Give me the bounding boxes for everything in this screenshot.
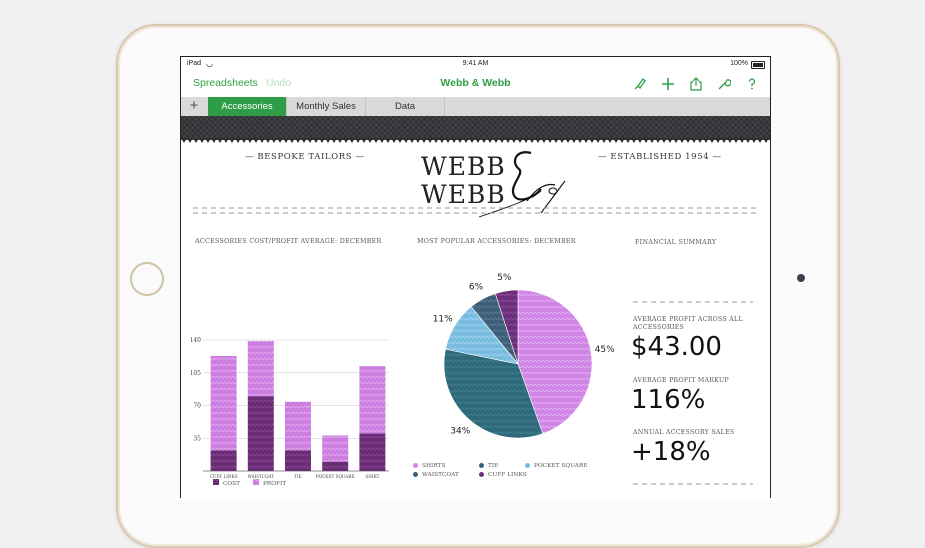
popular-accessories-pie-chart: 45% 34% 11% 6% 5%: [433, 273, 615, 439]
undo-button[interactable]: Undo: [266, 77, 292, 89]
header-established: — ESTABLISHED 1954 —: [598, 152, 722, 162]
legend-item-waistcoat: WAISTCOAT: [413, 472, 459, 478]
cost-profit-bar-chart: 35 70 105 140 CUFF LINKS WAISTCOAT TIE POCKET …: [191, 337, 389, 479]
bar-category-label: CUFF LINKS: [210, 474, 238, 479]
logo-line-1: WEBB: [421, 152, 506, 181]
pie-slice-label: 5%: [497, 273, 512, 283]
bar-category-label: POCKET SQUARE: [316, 474, 355, 479]
screen: iPad ◡ 9:41 AM 100% Spreadsheets Undo We…: [180, 56, 771, 498]
bar-chart-title: ACCESSORIES COST/PROFIT AVERAGE: DECEMBE…: [195, 238, 382, 245]
financial-summary-title: FINANCIAL SUMMARY: [635, 239, 717, 246]
bar-cost: [322, 461, 349, 471]
legend-item-shirts: SHIRTS: [413, 463, 445, 469]
spreadsheets-button[interactable]: Spreadsheets: [193, 77, 258, 89]
bar-profit: [285, 401, 311, 451]
annual-sales-label: ANNUAL ACCESSORY SALES: [633, 429, 735, 436]
tweed-banner: [181, 116, 770, 140]
pie-slice: [517, 289, 593, 435]
bar-y-tick: 140: [191, 337, 201, 344]
legend-profit-swatch: [253, 479, 259, 485]
legend-item-pocket-square: POCKET SQUARE: [525, 463, 588, 469]
legend-cost-label: COST: [223, 481, 240, 487]
webb-and-webb-logo: WEBB WEBB: [421, 151, 566, 218]
document-title: Webb & Webb: [440, 77, 511, 89]
logo-line-2: WEBB: [421, 180, 506, 209]
bar-chart-legend: COST PROFIT: [213, 479, 286, 487]
pie-chart-legend: SHIRTS TIE POCKET SQUARE WAISTCOAT CUFF …: [413, 463, 613, 493]
bar-cost: [285, 450, 311, 471]
bar-y-tick: 35: [193, 435, 201, 442]
bar-category-label: WAISTCOAT: [247, 474, 274, 479]
wrench-icon[interactable]: [714, 74, 734, 94]
battery-percent: 100%: [730, 60, 748, 67]
toolbar-icons: [630, 74, 762, 94]
financial-divider-bottom: [633, 483, 753, 485]
pie-slice: [443, 348, 544, 439]
bar-profit: [210, 355, 237, 451]
tab-accessories[interactable]: Accessories: [208, 97, 287, 116]
status-bar: iPad ◡ 9:41 AM 100%: [181, 57, 770, 71]
bar-cost: [359, 433, 386, 471]
avg-markup-value: 116%: [631, 385, 706, 415]
clock: 9:41 AM: [462, 60, 489, 67]
legend-profit-label: PROFIT: [263, 481, 286, 487]
pie-slice-label: 6%: [469, 283, 484, 293]
bar-profit: [359, 366, 386, 434]
legend-cost-swatch: [213, 479, 219, 485]
plus-icon[interactable]: [658, 74, 678, 94]
add-sheet-button[interactable]: +: [189, 97, 199, 114]
pie-slice-label: 11%: [433, 314, 453, 324]
paintbrush-icon[interactable]: [630, 74, 650, 94]
sheet-tab-bar: + Accessories Monthly Sales Data: [181, 97, 770, 117]
financial-divider-top: [633, 301, 753, 303]
bar-y-tick: 105: [191, 370, 201, 377]
bar-category-label: SHIRT: [365, 474, 379, 479]
legend-item-cuff-links: CUFF LINKS: [479, 472, 527, 478]
pie-slice: [494, 289, 519, 365]
device-label: iPad: [187, 60, 202, 67]
bar-profit: [322, 435, 349, 462]
wifi-icon: ◡: [206, 59, 213, 68]
avg-profit-label: AVERAGE PROFIT ACROSS ALL ACCESSORIES: [633, 316, 743, 331]
annual-sales-value: +18%: [631, 437, 711, 467]
camera-dot: [797, 274, 805, 282]
tweed-zigzag-edge: [181, 138, 770, 143]
tab-monthly-sales[interactable]: Monthly Sales: [287, 97, 366, 116]
home-button[interactable]: [130, 262, 164, 296]
avg-markup-label: AVERAGE PROFIT MARKUP: [633, 377, 729, 384]
bar-y-tick: 70: [193, 403, 201, 410]
help-icon[interactable]: [742, 74, 762, 94]
bar-cost: [210, 450, 237, 471]
divider-dashes: [193, 207, 758, 214]
share-icon[interactable]: [686, 74, 706, 94]
header-bespoke-tailors: — BESPOKE TAILORS —: [245, 152, 365, 162]
pie-slice-label: 34%: [450, 426, 470, 436]
bar-category-label: TIE: [294, 474, 302, 479]
legend-item-tie: TIE: [479, 463, 498, 469]
bar-cost: [247, 396, 274, 471]
tab-data[interactable]: Data: [366, 97, 445, 116]
bar-profit: [247, 340, 274, 397]
avg-profit-value: $43.00: [631, 332, 722, 362]
pie-chart-title: MOST POPULAR ACCESSORIES: DECEMBER: [417, 238, 576, 245]
pie-slice-label: 45%: [595, 345, 615, 355]
toolbar: Spreadsheets Undo Webb & Webb: [181, 71, 770, 97]
battery-icon: [751, 61, 765, 69]
